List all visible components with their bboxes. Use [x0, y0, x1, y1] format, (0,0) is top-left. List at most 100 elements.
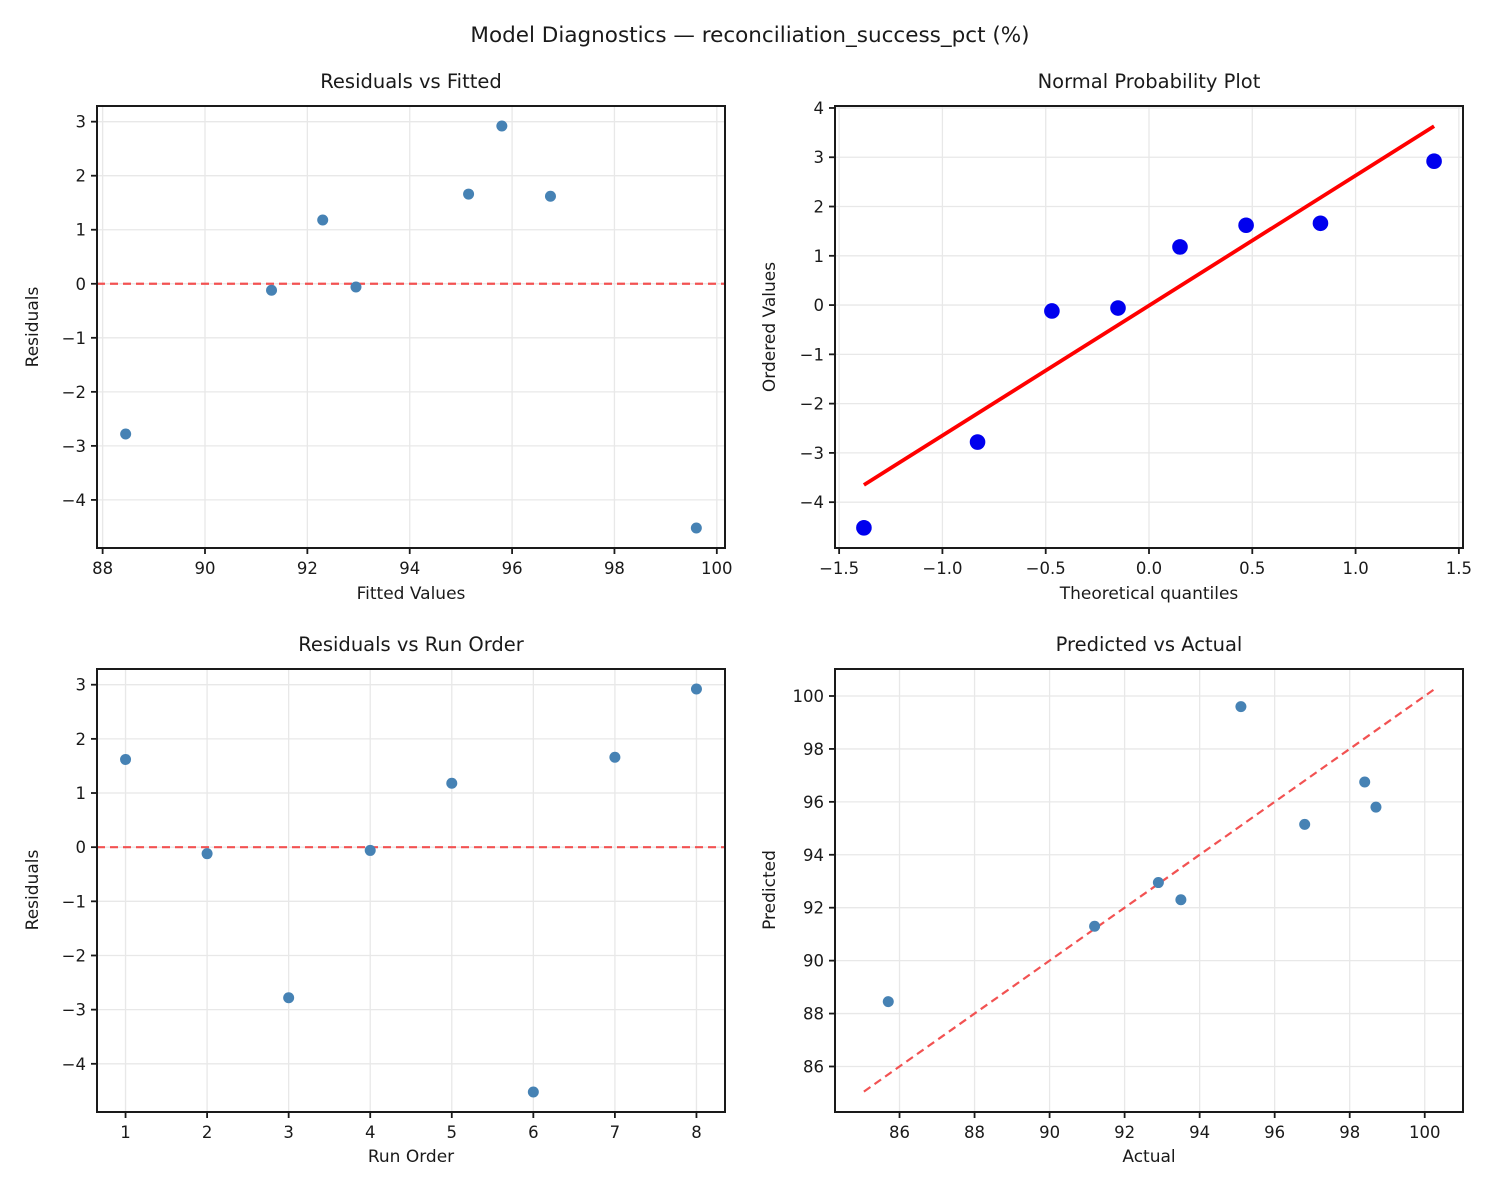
- data-point: [1175, 894, 1187, 906]
- x-tick-label: 1.5: [1446, 559, 1472, 578]
- x-tick-label: 98: [1339, 1123, 1360, 1142]
- y-tick-label: −4: [62, 1055, 86, 1074]
- y-tick-label: −3: [62, 1001, 86, 1020]
- xlabel-run-order: Run Order: [367, 1147, 455, 1167]
- x-tick-label: 7: [610, 1123, 621, 1142]
- y-tick-label: −2: [800, 395, 824, 414]
- y-tick-label: −1: [800, 345, 824, 364]
- y-tick-label: 0: [76, 275, 87, 294]
- x-tick-label: 2: [202, 1123, 213, 1142]
- x-tick-label: 94: [399, 559, 420, 578]
- y-tick-label: 1: [76, 221, 87, 240]
- data-point: [1426, 153, 1442, 169]
- data-point: [317, 214, 329, 226]
- y-tick-label: 98: [803, 740, 824, 759]
- x-tick-label: 100: [701, 559, 733, 578]
- y-tick-label: −2: [62, 383, 86, 402]
- data-point: [856, 519, 872, 536]
- y-tick-label: 3: [76, 676, 87, 695]
- y-tick-label: 3: [76, 113, 87, 132]
- x-tick-label: 6: [528, 1123, 539, 1142]
- x-tick-label: 98: [604, 559, 625, 578]
- y-tick-label: −2: [62, 946, 86, 965]
- x-tick-label: 96: [1264, 1123, 1285, 1142]
- data-point: [496, 120, 508, 132]
- data-point: [527, 1086, 539, 1098]
- data-point: [1299, 818, 1311, 830]
- x-tick-label: 86: [889, 1123, 910, 1142]
- data-point: [690, 522, 702, 534]
- identity-line: [863, 688, 1435, 1093]
- data-point: [1110, 300, 1126, 316]
- x-tick-label: 8: [691, 1123, 702, 1142]
- y-tick-label: −4: [800, 493, 824, 512]
- x-tick-label: 5: [447, 1123, 458, 1142]
- data-point: [609, 751, 621, 763]
- x-tick-label: 92: [297, 559, 318, 578]
- data-point: [364, 844, 376, 856]
- data-point: [1370, 801, 1382, 813]
- x-tick-label: −1.5: [819, 559, 859, 578]
- data-point: [1152, 877, 1164, 889]
- fit-line: [862, 124, 1436, 487]
- y-tick-label: 2: [814, 198, 825, 217]
- x-tick-label: 96: [502, 559, 523, 578]
- data-point: [350, 281, 362, 293]
- x-tick-label: 94: [1189, 1123, 1210, 1142]
- plot-title-residuals-vs-run-order: Residuals vs Run Order: [298, 633, 524, 656]
- y-tick-label: 88: [803, 1005, 824, 1024]
- y-tick-label: 90: [803, 952, 824, 971]
- data-point: [1238, 217, 1254, 234]
- y-tick-label: 2: [76, 167, 87, 186]
- data-point: [266, 284, 278, 296]
- x-tick-label: 1.0: [1342, 559, 1368, 578]
- y-tick-label: 4: [814, 99, 825, 118]
- y-tick-label: −1: [62, 329, 86, 348]
- y-tick-label: 94: [803, 846, 824, 865]
- axes-spines: [96, 105, 726, 549]
- y-tick-label: −3: [800, 444, 824, 463]
- x-tick-label: 88: [964, 1123, 985, 1142]
- axes-spines: [96, 668, 726, 1113]
- x-tick-label: −0.5: [1026, 559, 1066, 578]
- data-point: [120, 753, 132, 765]
- x-tick-label: 0.5: [1239, 559, 1265, 578]
- figure-suptitle: Model Diagnostics — reconciliation_succe…: [470, 23, 1030, 48]
- x-tick-label: 1: [120, 1123, 131, 1142]
- axes-spines: [834, 668, 1464, 1113]
- data-point: [1172, 239, 1188, 255]
- y-tick-label: 96: [803, 793, 824, 812]
- y-tick-label: 86: [803, 1057, 824, 1076]
- x-tick-label: 90: [1039, 1123, 1060, 1142]
- data-point: [882, 996, 894, 1008]
- x-tick-label: 88: [92, 559, 113, 578]
- data-point: [969, 434, 986, 450]
- data-point: [1359, 776, 1371, 788]
- y-tick-label: 3: [814, 148, 825, 167]
- data-point: [1235, 701, 1247, 713]
- data-point: [690, 683, 702, 695]
- xlabel-fitted-values: Fitted Values: [356, 584, 466, 604]
- data-point: [283, 992, 295, 1004]
- x-tick-label: 100: [1409, 1123, 1441, 1142]
- y-tick-label: 0: [76, 838, 87, 857]
- y-tick-label: −3: [62, 437, 86, 456]
- data-point: [201, 848, 213, 860]
- y-tick-label: −1: [62, 892, 86, 911]
- plot-title-residuals-vs-fitted: Residuals vs Fitted: [320, 70, 502, 93]
- y-tick-label: 2: [76, 730, 87, 749]
- plot-title-normal-probability: Normal Probability Plot: [1037, 70, 1261, 93]
- y-tick-label: −4: [62, 491, 86, 510]
- data-point: [1089, 920, 1101, 932]
- data-point: [1044, 303, 1060, 319]
- x-tick-label: 3: [283, 1123, 294, 1142]
- data-point: [544, 190, 556, 202]
- y-tick-label: 0: [814, 296, 825, 315]
- xlabel-theoretical-quantiles: Theoretical quantiles: [1059, 584, 1239, 604]
- data-point: [1312, 215, 1329, 232]
